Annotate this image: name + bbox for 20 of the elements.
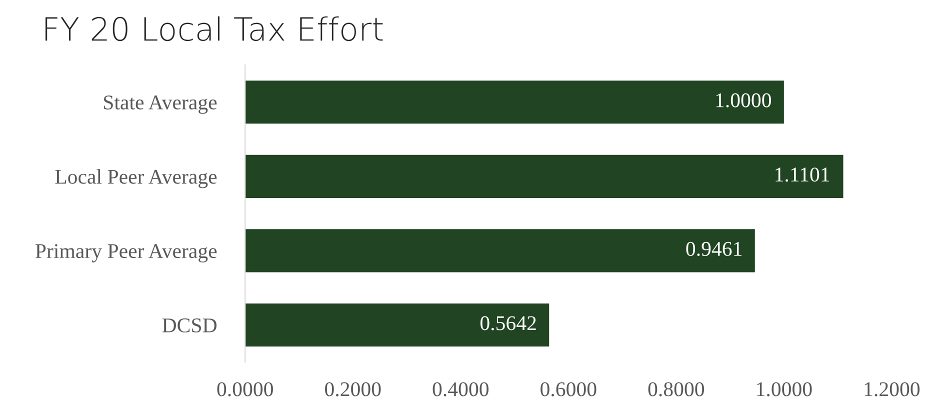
data-label: 1.1101 [776, 168, 830, 182]
bar [245, 80, 784, 124]
data-label: 0.9461 [686, 242, 742, 256]
x-tick-label: 0.0000 [217, 382, 273, 396]
bar [245, 154, 844, 198]
x-tick-label: 1.0000 [757, 382, 812, 396]
x-tick-label: 0.8000 [648, 382, 704, 396]
bar [245, 303, 550, 347]
x-tick-label: 0.6000 [540, 382, 596, 396]
y-tick-label: Local Peer Average [55, 169, 217, 188]
x-tick-label: 1.2000 [864, 382, 920, 396]
x-tick-label: 0.4000 [432, 382, 488, 396]
x-tick-label: 0.2000 [325, 382, 381, 396]
y-tick-label: DCSD [162, 318, 217, 332]
y-tick-label: Primary Peer Average [36, 244, 217, 262]
bar [245, 229, 755, 272]
chart-title: FY 20 Local Tax Effort [46, 16, 383, 42]
y-tick-label: State Average [104, 96, 217, 114]
data-label: 1.0000 [716, 93, 771, 108]
data-label: 0.5642 [480, 316, 536, 330]
